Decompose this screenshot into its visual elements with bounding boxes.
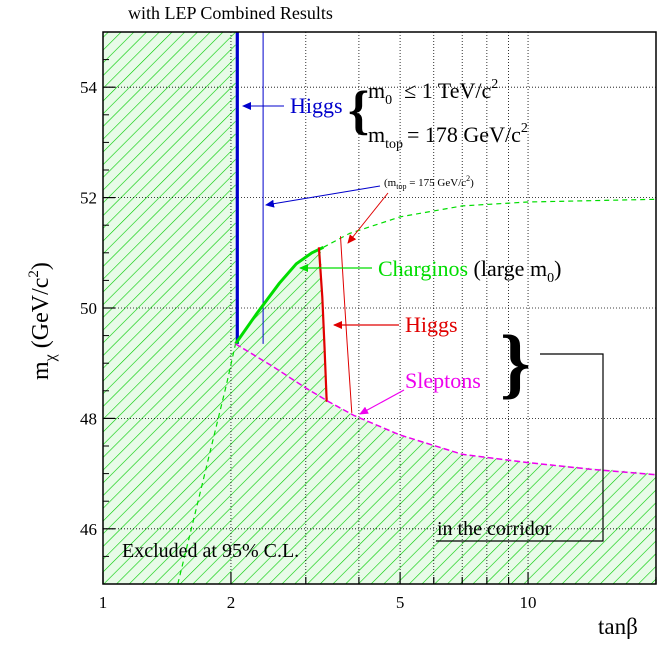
grid bbox=[103, 32, 656, 584]
series-layer bbox=[177, 32, 657, 585]
series-charginos-dashed bbox=[323, 198, 657, 248]
sleptons-label: Sleptons bbox=[405, 368, 481, 393]
mtop-175-blue-arrow bbox=[265, 185, 381, 208]
x-tick-label: 2 bbox=[227, 593, 236, 612]
mtop-175-red-arrow bbox=[347, 192, 389, 244]
y-tick-label: 52 bbox=[80, 189, 97, 208]
mtop-condition: mtop = 178 GeV/c2 bbox=[368, 121, 528, 152]
y-tick-label: 48 bbox=[80, 409, 97, 428]
excluded-region bbox=[103, 32, 656, 584]
y-axis-label: mχ (GeV/c2) bbox=[26, 262, 59, 380]
y-tick-label: 50 bbox=[80, 299, 97, 318]
y-tick-label: 54 bbox=[80, 78, 98, 97]
series-higgs-red-thick bbox=[317, 247, 328, 402]
series-higgs-red-thin bbox=[340, 236, 353, 413]
charginos-label: Charginos (large m0) bbox=[378, 256, 561, 286]
corridor-brace: } bbox=[500, 319, 531, 406]
series-charginos-solid bbox=[234, 245, 325, 345]
series-sleptons-dashed bbox=[235, 343, 657, 476]
corridor-label: in the corridor bbox=[437, 518, 552, 540]
m0-condition: m0 ≤ 1 TeV/c2 bbox=[368, 77, 498, 108]
x-axis-label: tanβ bbox=[598, 614, 638, 639]
series-charginos-dashed-low bbox=[177, 343, 237, 585]
higgs-blue-label: Higgs bbox=[290, 93, 343, 118]
sleptons-arrow bbox=[359, 389, 405, 415]
higgs-red-label: Higgs bbox=[405, 312, 458, 337]
x-tick-label: 5 bbox=[396, 593, 405, 612]
chart-title: with LEP Combined Results bbox=[128, 3, 333, 23]
x-tick-label: 1 bbox=[99, 593, 108, 612]
excluded-label: Excluded at 95% C.L. bbox=[122, 540, 299, 562]
y-tick-label: 46 bbox=[80, 520, 97, 539]
mtop-175-note: (mtop = 175 GeV/c2) bbox=[384, 174, 474, 191]
axis-ticks: 46 48 50 52 54 1 2 5 10 bbox=[80, 31, 657, 612]
corridor-bracket bbox=[436, 353, 604, 542]
condition-brace: { bbox=[348, 80, 369, 140]
x-tick-label: 10 bbox=[520, 593, 537, 612]
